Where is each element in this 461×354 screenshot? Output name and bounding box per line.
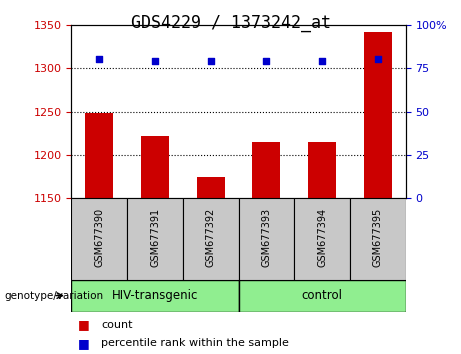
Text: GDS4229 / 1373242_at: GDS4229 / 1373242_at xyxy=(130,14,331,32)
Text: genotype/variation: genotype/variation xyxy=(5,291,104,301)
Bar xyxy=(308,142,336,198)
Text: GSM677395: GSM677395 xyxy=(373,208,383,267)
Bar xyxy=(238,198,294,280)
Bar xyxy=(238,280,406,312)
Text: control: control xyxy=(301,289,343,302)
Text: GSM677393: GSM677393 xyxy=(261,208,272,267)
Text: ■: ■ xyxy=(78,319,90,331)
Bar xyxy=(71,280,239,312)
Bar xyxy=(127,198,183,280)
Bar xyxy=(71,198,127,280)
Text: GSM677390: GSM677390 xyxy=(95,208,104,267)
Text: ■: ■ xyxy=(78,337,90,350)
Bar xyxy=(253,142,280,198)
Bar xyxy=(183,198,238,280)
Text: count: count xyxy=(101,320,133,330)
Point xyxy=(207,58,214,64)
Text: percentile rank within the sample: percentile rank within the sample xyxy=(101,338,290,348)
Bar xyxy=(197,177,225,198)
Text: GSM677391: GSM677391 xyxy=(150,208,160,267)
Bar xyxy=(85,113,113,198)
Point xyxy=(319,58,326,64)
Bar xyxy=(294,198,350,280)
Point xyxy=(95,57,103,62)
Text: GSM677394: GSM677394 xyxy=(317,208,327,267)
Text: HIV-transgenic: HIV-transgenic xyxy=(112,289,198,302)
Point xyxy=(151,58,159,64)
Bar xyxy=(141,136,169,198)
Bar xyxy=(350,198,406,280)
Point xyxy=(374,57,382,62)
Point xyxy=(263,58,270,64)
Bar xyxy=(364,32,392,198)
Text: GSM677392: GSM677392 xyxy=(206,208,216,267)
